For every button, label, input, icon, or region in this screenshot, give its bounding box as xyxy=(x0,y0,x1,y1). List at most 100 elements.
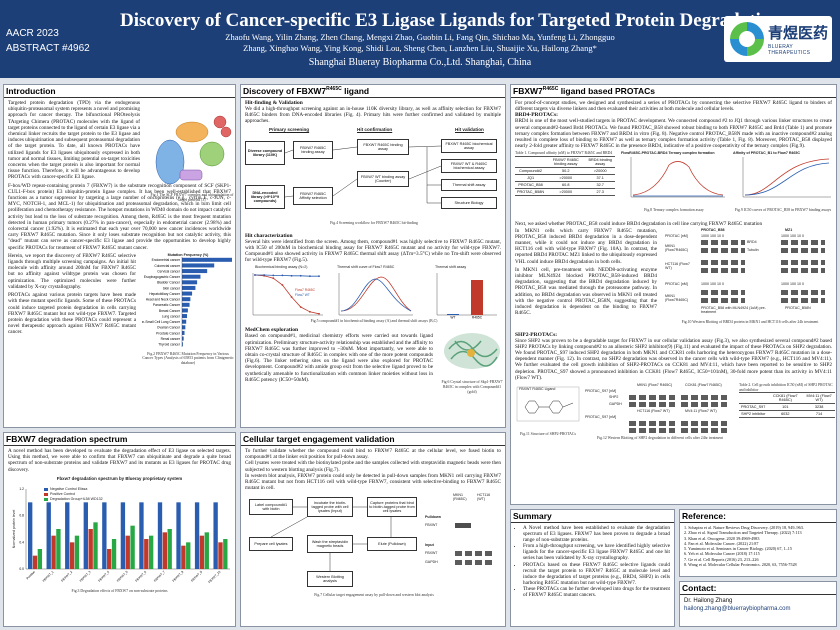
mutation-frequency-chart: Endometrial cancer Colorectal cancerCervi… xyxy=(138,256,232,347)
discovery-paragraph-2: Several hits were identified from the sc… xyxy=(245,238,501,264)
bar xyxy=(167,528,172,569)
bar xyxy=(139,502,144,569)
bar xyxy=(176,502,181,569)
tick-label: FBXW7_9 xyxy=(190,570,203,583)
bar xyxy=(107,548,112,569)
bar xyxy=(65,502,70,569)
contact-email-link[interactable]: hailong.zhang@bluerraybiopharma.com xyxy=(684,606,791,612)
degradation-chart: Normalized protein level 0.0 0.4 0.8 1.2 Pos… xyxy=(4,481,235,589)
tick-label: FBXW7_10 xyxy=(207,569,221,583)
section-title: Reference: xyxy=(680,510,836,523)
author-list: Zhaofu Wang, Yilin Zhang, Zhen Chang, Me… xyxy=(225,32,615,53)
ternary-complex-chart xyxy=(630,157,725,198)
table-row: JQ1 >20000 37.1 xyxy=(515,174,615,183)
list-item: A Novel method have been established to … xyxy=(523,525,670,543)
data-point xyxy=(272,274,275,277)
discovery-paragraph-3: Based on compound#1, medicinal chemistry… xyxy=(245,333,433,383)
list-item: From a high-throughput screening, we hav… xyxy=(523,543,670,561)
bar xyxy=(182,280,198,285)
protac-paragraph-2: BRD4 is one of the most well-studied tar… xyxy=(515,118,832,150)
bar xyxy=(182,263,215,268)
bar xyxy=(130,525,135,569)
bar xyxy=(182,291,193,296)
legend-entry: Degradation Group+IL58 WD132 xyxy=(44,497,103,502)
discovery-paragraph-1: We did a high-throughput screening again… xyxy=(245,106,501,125)
data-point xyxy=(299,275,302,278)
section-title: Cellular target engagement validation xyxy=(241,433,505,446)
screening-workflow: Primary screening Hit confirmation Hit v… xyxy=(245,127,501,231)
tick-label: Non-Small Cell Lung Cancer xyxy=(142,320,181,324)
figure-12-western-blot: MKN1 (Flow7 R465C) CCK81 (Flow7 R465C) P… xyxy=(585,383,735,443)
brd4-figures: Table 1. Compound affinity (nM) to FBXW7… xyxy=(515,151,832,219)
tick-label: Bladder Cancer xyxy=(157,281,181,285)
tick-label: Lung cancer xyxy=(162,314,181,318)
tick-label: FBXW7_8 xyxy=(172,570,185,583)
bar xyxy=(157,502,163,569)
tick-label: Head and Neck Cancer xyxy=(146,297,181,301)
conference-name: AACR 2023 xyxy=(6,28,59,39)
figure-1-caption: Fig.1 The SCF FBXW7 complex and ubiquity… xyxy=(150,193,234,202)
intro-paragraph-2: F-box/WD repeat-containing protein 7 (FB… xyxy=(8,182,231,251)
crystal-structure-image xyxy=(444,333,500,370)
shp2-figures: FBXW7 R465C Ligand Fig.11 Structure of S… xyxy=(515,383,835,443)
table-row: PROTAC_S97 101 3238 xyxy=(739,403,835,412)
affinity-table: FBXW7 R465C binding assay BRD4 binding as… xyxy=(515,156,615,197)
growth-inhibition-table: CCK81 (Flow7 R465C) MV4:11 (Flow7 WT) PRO… xyxy=(739,392,835,419)
intro-paragraph-3: Herein, we report the discovery of FBXW7… xyxy=(8,252,136,290)
tick-label: R465C xyxy=(472,316,483,320)
bar xyxy=(88,528,93,569)
tick-label: Hepatobiliary Cancer xyxy=(149,292,181,296)
table-row: SHP2 inhibitor 6032 714 xyxy=(739,410,835,419)
table-1: Table 1. Compound affinity (nM) to FBXW7… xyxy=(515,151,615,197)
bar xyxy=(182,285,196,290)
protac-paragraph-1: For proof-of-concept studies, we designe… xyxy=(515,100,832,113)
tick-label: Skin cancer xyxy=(163,286,181,290)
section-title: Contact: xyxy=(680,582,836,595)
data-point xyxy=(299,306,302,309)
bar xyxy=(69,542,75,569)
bar xyxy=(37,548,43,569)
bar xyxy=(56,528,61,569)
legend-entry: Positive Control xyxy=(44,492,103,497)
tick-label: 0.4 xyxy=(19,540,24,544)
table-row: Compound#2 50.2 >20000 xyxy=(515,167,615,176)
degradation-bar-chart: 0.0 0.4 0.8 1.2 Positive FBXW7_1 FBXW7_2 FBXW7_… xyxy=(19,487,230,584)
tick-label: Positive xyxy=(25,570,36,581)
bar xyxy=(46,502,51,569)
figure-10-western-blot: PROTAC_B58 MZ1 PROTAC [nM] 1000 100 10 0… xyxy=(665,228,835,332)
tick-label: Endometrial cancer xyxy=(152,258,181,262)
data-point xyxy=(318,275,320,278)
poster-title: Discovery of Cancer-specific E3 Ligase L… xyxy=(120,10,781,31)
bar xyxy=(28,502,33,569)
reference-list: 1. Schapira et al. Nature Reviews Drug D… xyxy=(680,525,836,567)
cellular-paragraph-2: Cell lysates were treated with the bioti… xyxy=(245,460,501,473)
tick-label: Pancreatic Cancer xyxy=(153,303,181,307)
bar xyxy=(182,325,186,330)
bar xyxy=(144,538,149,569)
introduction-panel: Introduction Targeted protein degradatio… xyxy=(3,84,236,428)
tick-label: FBXW7_1 xyxy=(42,570,55,583)
cellular-paragraph-3: In western blot analysis, FBXW7 protein … xyxy=(245,472,501,492)
figure-11: FBXW7 R465C Ligand Fig.11 Structure of S… xyxy=(515,383,581,437)
table-2: Table 2. Cell growth inhibition IC50 (nM… xyxy=(739,383,835,419)
list-item: 6. Yeh et al. Molecular Cancer (2018) 17… xyxy=(684,551,760,557)
bar xyxy=(182,257,232,262)
table-row: PROTAC_B58N >20000 27.3 xyxy=(515,188,615,197)
section-title: Discovery of FBXW7R465C ligand xyxy=(241,85,505,98)
data-point xyxy=(254,274,256,277)
tick-label: Ovarian Cancer xyxy=(157,326,181,330)
contact-name: Dr. Hailong Zhang xyxy=(684,598,733,604)
bar xyxy=(125,535,130,569)
bar xyxy=(213,502,218,569)
bar xyxy=(182,336,184,341)
data-point xyxy=(281,284,284,287)
list-item: 4. Fan et al. Molecular Cancer. (2022) 2… xyxy=(684,540,759,546)
intro-paragraph-1: Targeted protein degradation (TPD) via t… xyxy=(8,100,140,181)
tick-label: FBXW7_6 xyxy=(134,570,147,583)
protac-paragraph-4: In MKN1 cells which carry FBXW7 R465C mu… xyxy=(515,227,657,265)
cellular-flow-arrows xyxy=(270,507,392,572)
protac-paragraph-3: Next, we asked whether PROTAC_B58 could … xyxy=(515,221,763,228)
thermal-shift-bar-chart: WT R465C xyxy=(436,273,497,320)
tick-label: Breast Cancer xyxy=(159,309,181,313)
